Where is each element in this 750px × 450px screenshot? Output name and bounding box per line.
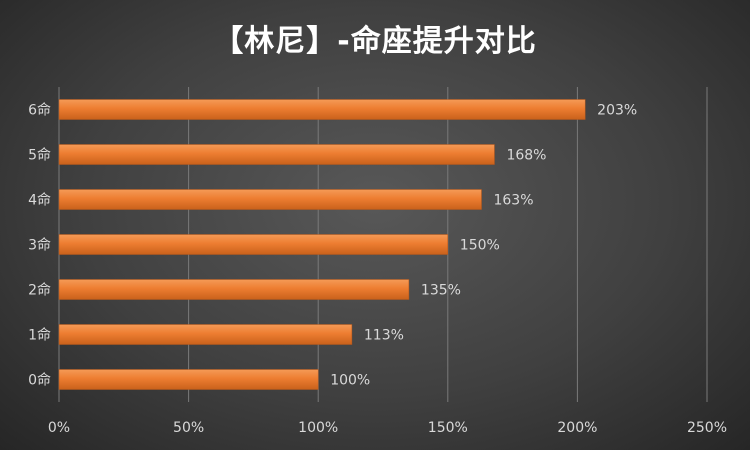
x-tick-label: 250% <box>687 420 727 436</box>
bars <box>58 99 586 390</box>
data-label: 150% <box>460 238 500 254</box>
bar <box>58 234 449 255</box>
data-label: 100% <box>330 373 370 389</box>
data-label: 135% <box>421 283 461 299</box>
category-label: 5命 <box>28 147 51 164</box>
x-tick-label: 0% <box>48 420 70 436</box>
bar <box>58 324 353 345</box>
category-label: 6命 <box>28 102 51 119</box>
category-label: 3命 <box>28 237 51 254</box>
bar <box>58 369 319 390</box>
x-tick-label: 50% <box>173 420 204 436</box>
x-tick-label: 200% <box>557 420 597 436</box>
bar <box>58 189 482 210</box>
chart-title: 【林尼】-命座提升对比 <box>213 24 537 59</box>
category-label: 2命 <box>28 282 51 299</box>
bar <box>58 279 410 300</box>
data-label: 163% <box>493 193 533 209</box>
data-label: 168% <box>506 148 546 164</box>
category-label: 0命 <box>28 372 51 389</box>
x-tick-label: 150% <box>428 420 468 436</box>
labels: 0% 50% 100% 150% 200% 250% 0命 100% 1命 113% 2命 135% 3… <box>28 102 727 437</box>
data-label: 203% <box>597 103 637 119</box>
category-label: 4命 <box>28 192 51 209</box>
category-label: 1命 <box>28 327 51 344</box>
bar <box>58 144 495 165</box>
bar <box>58 99 586 120</box>
data-label: 113% <box>364 328 404 344</box>
x-tick-label: 100% <box>298 420 338 436</box>
